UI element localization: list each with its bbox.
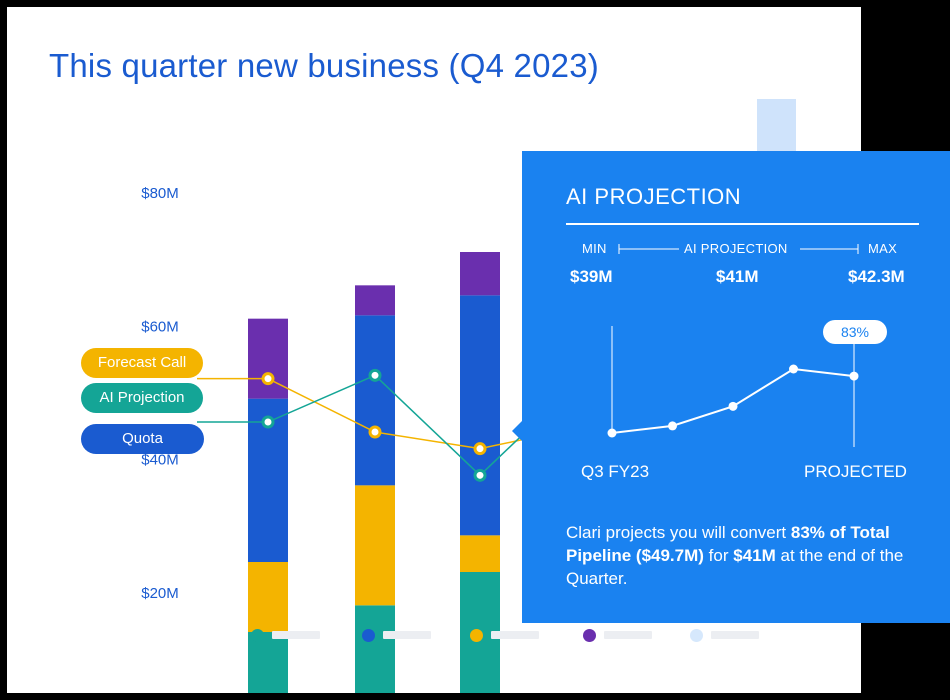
ai-projection-popup: AI PROJECTION MIN AI PROJECTION MAX $39M… — [522, 151, 950, 623]
desc-text: Clari projects you will convert — [566, 523, 791, 542]
bar-segment — [355, 285, 395, 316]
projection-point — [607, 428, 617, 438]
line-point — [261, 372, 275, 386]
line-point — [261, 415, 275, 429]
legend-placeholder — [711, 631, 759, 639]
line-point — [368, 368, 382, 382]
legend-placeholder — [272, 631, 320, 639]
ai-projection-label: AI PROJECTION — [684, 241, 788, 256]
stacked-bar-chart: $80M $60M $40M $20M — [141, 99, 796, 693]
legend-placeholder — [383, 631, 431, 639]
projection-point — [849, 371, 859, 381]
line-point — [473, 442, 487, 456]
bar-segment — [248, 562, 288, 632]
line-point — [368, 425, 382, 439]
projection-badge: 83% — [823, 320, 887, 344]
bar-segment — [355, 605, 395, 693]
y-tick-label: $80M — [141, 185, 179, 202]
desc-bold-amount: $41M — [733, 546, 776, 565]
ai-projection-pill[interactable]: AI Projection — [81, 383, 203, 413]
y-tick-label: $40M — [141, 452, 179, 469]
bar-segment — [460, 535, 500, 572]
line-point — [473, 468, 487, 482]
legend-dot — [583, 629, 596, 642]
legend-placeholder — [604, 631, 652, 639]
forecast-call-pill[interactable]: Forecast Call — [81, 348, 203, 378]
legend-dot — [470, 629, 483, 642]
quota-pill[interactable]: Quota — [81, 424, 204, 454]
range-rule — [618, 244, 859, 254]
max-value: $42.3M — [848, 267, 905, 286]
bar-segment — [460, 295, 500, 536]
projection-line — [611, 367, 855, 434]
min-value: $39M — [570, 267, 613, 286]
projection-line-chart — [607, 326, 859, 447]
legend-dot — [362, 629, 375, 642]
projection-point — [668, 421, 677, 431]
y-tick-label: $20M — [141, 585, 179, 602]
x-end-label: PROJECTED — [804, 462, 907, 481]
desc-text: at the end of the Quarter. — [566, 546, 904, 588]
popup-divider — [566, 223, 919, 225]
desc-bold-pct: 83% of Total Pipeline ($49.7M) — [566, 523, 890, 565]
projection-point — [789, 364, 798, 374]
bar-segment — [355, 485, 395, 606]
bar-segment — [460, 252, 500, 296]
background-bar — [757, 99, 796, 151]
min-label: MIN — [582, 241, 607, 256]
ai-projection-value: $41M — [716, 267, 759, 286]
desc-text: for — [703, 546, 734, 565]
legend-dot — [690, 629, 703, 642]
popup-pointer — [512, 420, 523, 442]
bar-segment — [248, 318, 288, 399]
bar-segment — [248, 632, 288, 693]
bar-segment — [355, 315, 395, 486]
legend-dot — [251, 629, 264, 642]
popup-title: AI PROJECTION — [566, 184, 742, 209]
x-start-label: Q3 FY23 — [581, 462, 650, 481]
chart-title: This quarter new business (Q4 2023) — [49, 47, 599, 84]
y-tick-label: $60M — [141, 318, 179, 335]
legend-placeholder — [491, 631, 539, 639]
popup-description: Clari projects you will convert 83% of T… — [566, 521, 921, 590]
max-label: MAX — [868, 241, 898, 256]
projection-point — [728, 401, 738, 411]
